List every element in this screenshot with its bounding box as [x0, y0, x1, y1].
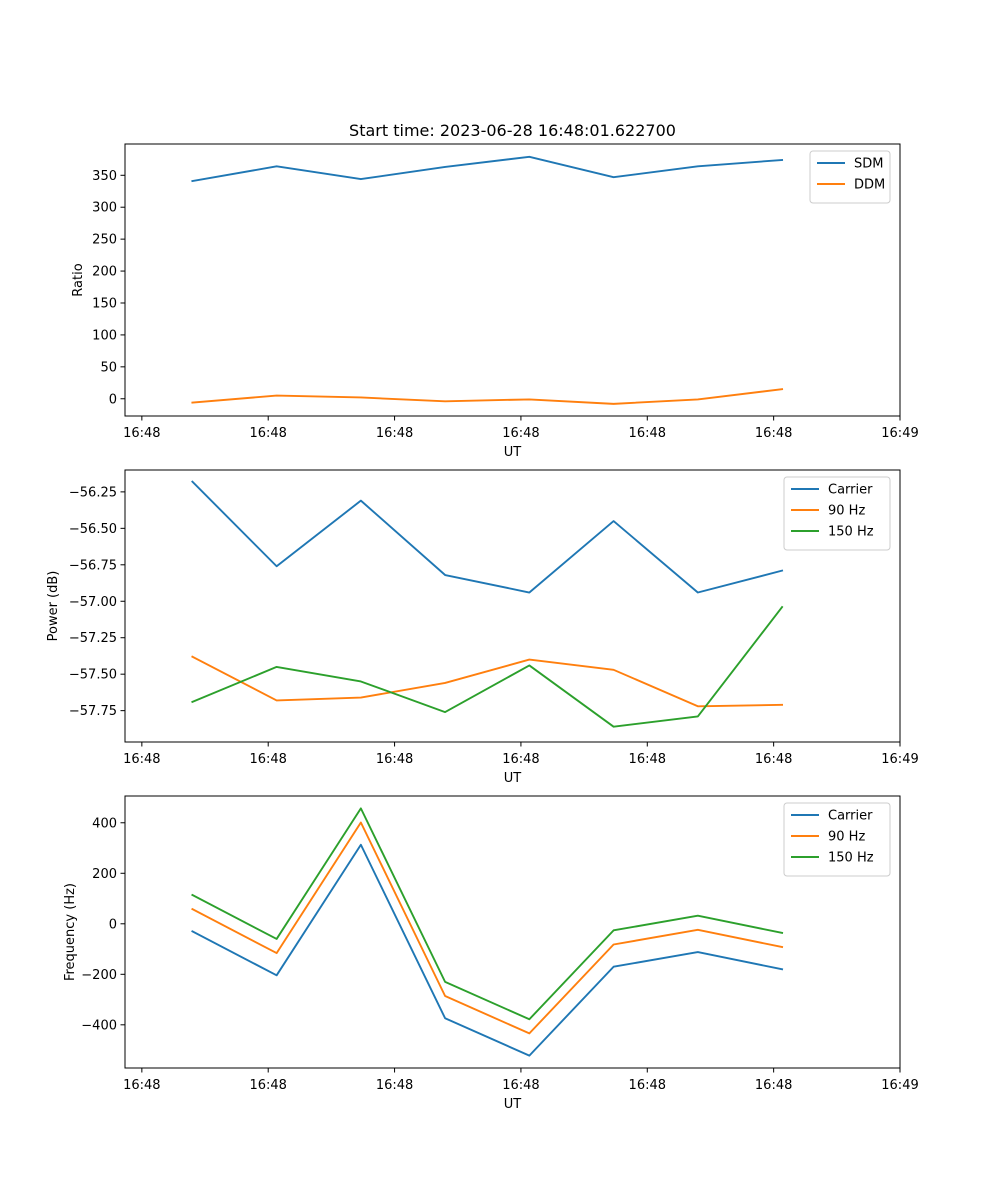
- panel-2: 16:48 16:48 16:48 16:48 16:48 16:48 16:49 −57.7…: [46, 469, 919, 786]
- x-tick-label: 16:48: [376, 752, 413, 767]
- figure-title: Start time: 2023-06-28 16:48:01.622700: [349, 121, 676, 140]
- y-tick-label: 400: [92, 816, 117, 831]
- x-tick-label: 16:48: [123, 752, 160, 767]
- y-tick-label: 50: [100, 360, 117, 375]
- series-group: [191, 480, 784, 728]
- y-tick-label: 100: [92, 328, 117, 343]
- x-tick-label: 16:48: [249, 1078, 286, 1093]
- x-tick-label: 16:49: [881, 752, 918, 767]
- y-tick-label: −400: [81, 1018, 117, 1033]
- x-tick-label: 16:48: [755, 752, 792, 767]
- legend-label-150-hz: 150 Hz: [828, 851, 874, 866]
- y-tick-label: −56.50: [69, 522, 117, 537]
- x-tick-label: 16:48: [249, 752, 286, 767]
- x-tick-label: 16:48: [249, 426, 286, 441]
- x-tick-label: 16:48: [755, 426, 792, 441]
- y-tick-label: −57.00: [69, 595, 117, 610]
- y-tick-label: −200: [81, 968, 117, 983]
- y-axis-label: Power (dB): [46, 571, 61, 642]
- series-line-150-hz: [191, 605, 784, 728]
- legend-box: [809, 150, 891, 204]
- y-axis-label: Ratio: [71, 263, 86, 296]
- series-line-ddm: [191, 388, 784, 405]
- legend-label-carrier: Carrier: [828, 809, 873, 824]
- y-tick-label: 250: [92, 233, 117, 248]
- y-axis-label: Frequency (Hz): [63, 883, 78, 981]
- x-tick-label: 16:48: [376, 1078, 413, 1093]
- x-tick-label: 16:48: [123, 1078, 160, 1093]
- x-axis-label: UT: [504, 1097, 522, 1112]
- y-tick-label: 200: [92, 265, 117, 280]
- y-tick-label: −57.50: [69, 668, 117, 683]
- x-tick-label: 16:48: [755, 1078, 792, 1093]
- y-tick-label: −57.25: [69, 631, 117, 646]
- legend-label-90-hz: 90 Hz: [828, 504, 865, 519]
- x-tick-label: 16:48: [502, 752, 539, 767]
- x-tick-label: 16:49: [881, 1078, 918, 1093]
- legend: SDM DDM: [809, 150, 891, 204]
- panel-3: 16:48 16:48 16:48 16:48 16:48 16:48 16:49 −400 −…: [63, 795, 919, 1112]
- panels: 16:48 16:48 16:48 16:48 16:48 16:48 16:49 0 50 10…: [46, 143, 919, 1112]
- x-axis-label: UT: [504, 445, 522, 460]
- panel-1: 16:48 16:48 16:48 16:48 16:48 16:48 16:49 0 50 10…: [71, 143, 919, 460]
- x-tick-label: 16:48: [629, 752, 666, 767]
- series-group: [191, 807, 784, 1057]
- x-tick-label: 16:48: [123, 426, 160, 441]
- y-tick-label: 0: [109, 392, 117, 407]
- y-tick-label: 0: [109, 917, 117, 932]
- series-line-150-hz: [191, 807, 784, 1021]
- x-tick-label: 16:48: [629, 426, 666, 441]
- series-line-carrier: [191, 843, 784, 1057]
- series-group: [191, 155, 784, 405]
- y-tick-label: 150: [92, 296, 117, 311]
- x-tick-label: 16:48: [502, 426, 539, 441]
- x-tick-label: 16:48: [629, 1078, 666, 1093]
- legend: Carrier 90 Hz 150 Hz: [783, 802, 891, 877]
- x-tick-label: 16:49: [881, 426, 918, 441]
- axes-frame: [124, 143, 901, 417]
- y-tick-label: −56.25: [69, 485, 117, 500]
- legend-label-carrier: Carrier: [828, 483, 873, 498]
- legend: Carrier 90 Hz 150 Hz: [783, 476, 891, 551]
- legend-label-ddm: DDM: [854, 178, 885, 193]
- y-tick-label: 200: [92, 867, 117, 882]
- y-tick-label: −57.75: [69, 704, 117, 719]
- series-line-90-hz: [191, 655, 784, 708]
- y-tick-label: 350: [92, 169, 117, 184]
- legend-label-150-hz: 150 Hz: [828, 525, 874, 540]
- x-axis-label: UT: [504, 771, 522, 786]
- axes-frame: [124, 795, 901, 1069]
- y-tick-label: 300: [92, 201, 117, 216]
- series-line-90-hz: [191, 821, 784, 1035]
- series-line-carrier: [191, 480, 784, 594]
- legend-label-90-hz: 90 Hz: [828, 830, 865, 845]
- legend-label-sdm: SDM: [854, 157, 883, 172]
- axes-frame: [124, 469, 901, 743]
- y-tick-label: −56.75: [69, 558, 117, 573]
- x-tick-label: 16:48: [376, 426, 413, 441]
- x-tick-label: 16:48: [502, 1078, 539, 1093]
- series-line-sdm: [191, 155, 784, 183]
